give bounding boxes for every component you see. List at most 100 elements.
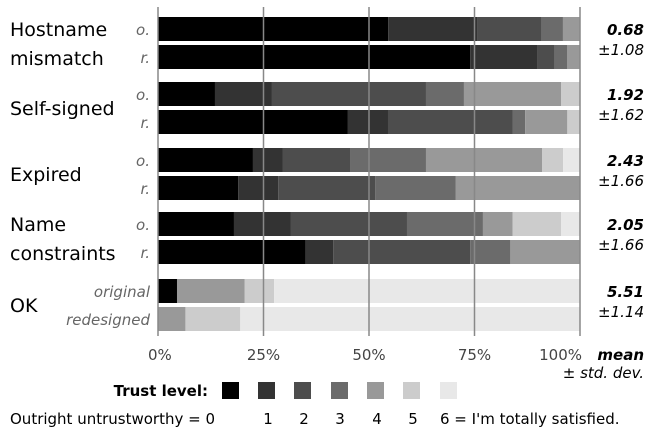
bar-segment-original-level-3: [541, 17, 563, 41]
category-label: Self-signed: [10, 98, 115, 120]
bar-segment-redesigned-level-1: [347, 110, 388, 134]
bar-segment-original-level-0: [158, 212, 234, 236]
bar-segment-original-level-1: [233, 212, 291, 236]
summary-header-title: mean: [597, 346, 644, 364]
version-label: r.: [140, 49, 150, 67]
bar-segment-original-level-2: [271, 82, 426, 106]
category-label: Expired: [10, 164, 82, 186]
version-label: r.: [140, 114, 150, 132]
version-label: o.: [136, 21, 150, 39]
grid-layer: [157, 7, 581, 336]
bar-segment-original-level-1: [252, 148, 283, 172]
bar-segment-redesigned-level-0: [158, 240, 306, 264]
bar-segment-original-level-3: [425, 82, 464, 106]
bar-segment-redesigned-level-4: [510, 240, 580, 264]
category-label: Hostname: [10, 19, 107, 41]
legend-scale-number: 1: [263, 410, 273, 428]
bar-segment-original-level-6: [561, 212, 580, 236]
bar-segment-original-level-5: [512, 212, 562, 236]
bar-segment-original-level-4: [562, 17, 580, 41]
mean-value: 2.43: [607, 152, 644, 170]
legend-scale-number: 4: [372, 410, 382, 428]
bar-segment-redesigned-level-4: [158, 307, 186, 331]
bar-segment-redesigned-level-3: [470, 240, 511, 264]
bar-segment-original-level-0: [158, 279, 177, 303]
std-dev-value: ±1.62: [598, 106, 644, 124]
mean-value: 0.68: [607, 21, 644, 39]
x-tick-label: 75%: [458, 346, 491, 364]
bar-segment-original-level-4: [425, 148, 543, 172]
bar-segment-original-level-3: [406, 212, 483, 236]
bar-segment-redesigned-level-0: [158, 176, 239, 200]
legend-title: Trust level:: [114, 382, 208, 400]
bar-segment-redesigned-level-6: [240, 307, 581, 331]
mean-value: 5.51: [607, 283, 644, 301]
std-dev-value: ±1.66: [598, 172, 644, 190]
bar-segment-original-level-4: [463, 82, 562, 106]
version-label: r.: [140, 244, 150, 262]
legend-scale-number: 2: [299, 410, 309, 428]
bar-segment-redesigned-level-4: [525, 110, 568, 134]
bar-segment-redesigned-level-5: [567, 110, 580, 134]
category-label: Name: [10, 214, 66, 236]
bar-segment-redesigned-level-1: [470, 45, 538, 69]
legend-swatch-level-0: [222, 382, 239, 399]
bar-segment-redesigned-level-4: [455, 176, 580, 200]
version-label: o.: [136, 152, 150, 170]
legend-scale-number: 5: [408, 410, 418, 428]
bar-segment-original-level-4: [482, 212, 513, 236]
legend-swatch-level-6: [440, 382, 457, 399]
bar-segment-original-level-6: [563, 148, 580, 172]
legend-swatch-level-2: [294, 382, 311, 399]
bar-segment-original-level-1: [214, 82, 272, 106]
legend-scale-low: Outright untrustworthy = 0: [10, 410, 215, 428]
category-label: mismatch: [10, 48, 104, 70]
bar-segment-original-level-5: [244, 279, 275, 303]
legend-swatch-level-4: [367, 382, 384, 399]
legend-scale-number: 3: [335, 410, 345, 428]
legend: Trust level: Outright untrustworthy = 0 1 2…: [10, 382, 620, 428]
bar-segment-redesigned-level-0: [158, 110, 348, 134]
mean-value: 2.05: [607, 216, 644, 234]
version-label: r.: [140, 180, 150, 198]
legend-swatch-level-1: [258, 382, 275, 399]
x-tick-label: 0%: [148, 346, 172, 364]
bar-segment-redesigned-level-1: [238, 176, 279, 200]
x-tick-label: 100%: [539, 346, 582, 364]
bar-segment-redesigned-level-2: [537, 45, 555, 69]
bar-segment-original-level-2: [290, 212, 407, 236]
bar-segment-original-level-6: [274, 279, 580, 303]
bar-segment-original-level-2: [282, 148, 351, 172]
version-label: o.: [136, 216, 150, 234]
bar-segment-redesigned-level-5: [185, 307, 241, 331]
bars-layer: [158, 17, 581, 331]
legend-scale-high: 6 = I'm totally satisfied.: [440, 410, 620, 428]
category-label: constraints: [10, 243, 116, 265]
labels-layer: 0% 25% 50% 75% 100% Hostname mismatch Self-sign…: [10, 19, 644, 382]
mean-value: 1.92: [607, 86, 644, 104]
bar-segment-redesigned-level-3: [512, 110, 526, 134]
version-label: original: [94, 283, 151, 301]
bar-segment-original-level-0: [158, 82, 215, 106]
x-tick-label: 25%: [247, 346, 280, 364]
bar-segment-original-level-2: [477, 17, 542, 41]
std-dev-value: ±1.66: [598, 236, 644, 254]
bar-segment-original-level-3: [350, 148, 426, 172]
bar-segment-redesigned-level-2: [333, 240, 471, 264]
legend-swatch-level-5: [403, 382, 420, 399]
summary-header-subtitle: ± std. dev.: [563, 364, 644, 382]
bar-segment-redesigned-level-1: [305, 240, 334, 264]
bar-segment-original-level-0: [158, 17, 389, 41]
bar-segment-original-level-4: [176, 279, 245, 303]
bar-segment-original-level-5: [561, 82, 580, 106]
bar-segment-redesigned-level-2: [278, 176, 376, 200]
bar-segment-redesigned-level-3: [554, 45, 568, 69]
bar-segment-redesigned-level-0: [158, 45, 471, 69]
x-tick-label: 50%: [352, 346, 385, 364]
std-dev-value: ±1.14: [598, 303, 644, 321]
legend-swatch-level-3: [331, 382, 348, 399]
bar-segment-redesigned-level-3: [375, 176, 456, 200]
version-label: o.: [136, 86, 150, 104]
version-label: redesigned: [66, 311, 150, 329]
